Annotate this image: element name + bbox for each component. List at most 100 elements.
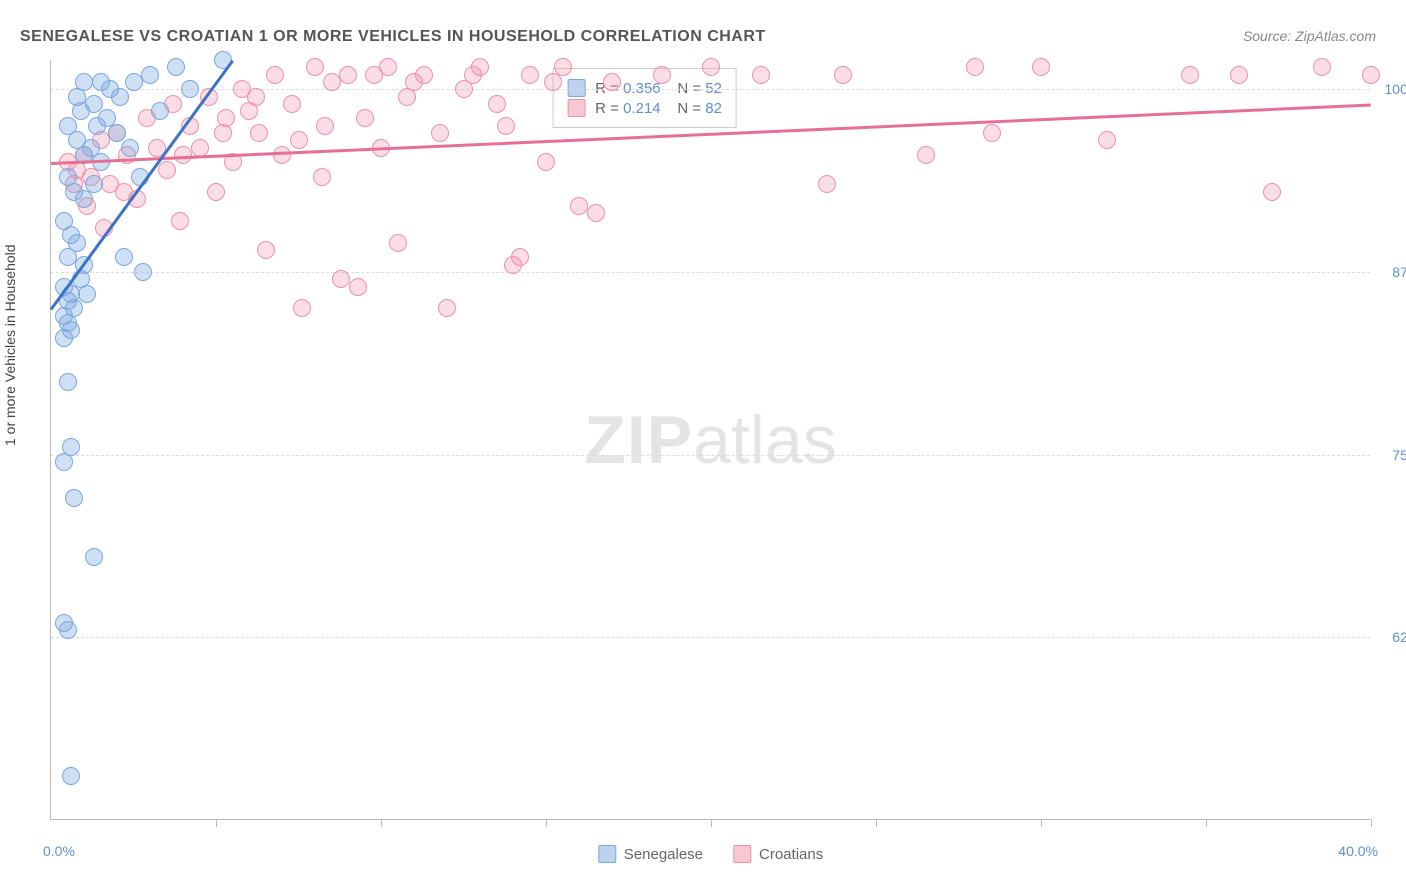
swatch-blue-icon — [567, 79, 585, 97]
data-point-croatians — [293, 299, 311, 317]
data-point-senegalese — [125, 73, 143, 91]
data-point-senegalese — [85, 548, 103, 566]
x-axis-max-label: 40.0% — [1338, 843, 1378, 859]
data-point-croatians — [389, 234, 407, 252]
data-point-croatians — [349, 278, 367, 296]
legend-item-croatians: Croatians — [733, 845, 823, 863]
data-point-croatians — [521, 66, 539, 84]
series-legend: Senegalese Croatians — [598, 845, 823, 863]
data-point-croatians — [431, 124, 449, 142]
n-value: 52 — [705, 80, 722, 97]
data-point-croatians — [356, 109, 374, 127]
data-point-croatians — [306, 58, 324, 76]
swatch-pink-icon — [567, 99, 585, 117]
data-point-croatians — [653, 66, 671, 84]
data-point-croatians — [818, 175, 836, 193]
y-tick-label: 62.5% — [1392, 629, 1406, 645]
correlation-legend: R = 0.356 N = 52 R = 0.214 N = 82 — [552, 68, 737, 128]
y-tick-label: 100.0% — [1385, 81, 1406, 97]
n-label: N = — [677, 100, 701, 117]
data-point-croatians — [537, 153, 555, 171]
data-point-senegalese — [59, 621, 77, 639]
source-label: Source: ZipAtlas.com — [1243, 28, 1376, 44]
data-point-croatians — [313, 168, 331, 186]
n-value: 82 — [705, 100, 722, 117]
legend-label: Senegalese — [624, 846, 703, 863]
y-axis-title: 1 or more Vehicles in Household — [2, 244, 18, 446]
data-point-croatians — [257, 241, 275, 259]
data-point-croatians — [511, 248, 529, 266]
data-point-croatians — [191, 139, 209, 157]
data-point-croatians — [1032, 58, 1050, 76]
gridline — [51, 272, 1370, 273]
data-point-croatians — [171, 212, 189, 230]
swatch-pink-icon — [733, 845, 751, 863]
x-tick — [1206, 819, 1207, 827]
data-point-croatians — [283, 95, 301, 113]
data-point-senegalese — [55, 329, 73, 347]
x-tick — [1371, 819, 1372, 827]
data-point-senegalese — [111, 88, 129, 106]
data-point-senegalese — [167, 58, 185, 76]
data-point-senegalese — [55, 453, 73, 471]
data-point-croatians — [323, 73, 341, 91]
data-point-croatians — [1098, 131, 1116, 149]
gridline — [51, 637, 1370, 638]
x-tick — [1041, 819, 1042, 827]
data-point-croatians — [1263, 183, 1281, 201]
data-point-croatians — [497, 117, 515, 135]
data-point-croatians — [464, 66, 482, 84]
r-value: 0.356 — [623, 80, 661, 97]
data-point-croatians — [1313, 58, 1331, 76]
legend-row-croatians: R = 0.214 N = 82 — [567, 99, 722, 117]
swatch-blue-icon — [598, 845, 616, 863]
data-point-croatians — [603, 73, 621, 91]
data-point-croatians — [158, 161, 176, 179]
x-axis-min-label: 0.0% — [43, 843, 75, 859]
data-point-croatians — [570, 197, 588, 215]
data-point-croatians — [587, 204, 605, 222]
data-point-croatians — [917, 146, 935, 164]
data-point-croatians — [250, 124, 268, 142]
data-point-croatians — [1181, 66, 1199, 84]
data-point-senegalese — [78, 285, 96, 303]
data-point-croatians — [266, 66, 284, 84]
data-point-senegalese — [108, 124, 126, 142]
data-point-senegalese — [88, 117, 106, 135]
data-point-croatians — [339, 66, 357, 84]
data-point-senegalese — [72, 102, 90, 120]
plot-area: ZIPatlas R = 0.356 N = 52 R = 0.214 — [50, 60, 1370, 820]
y-tick-label: 75.0% — [1392, 447, 1406, 463]
data-point-croatians — [1230, 66, 1248, 84]
x-tick — [381, 819, 382, 827]
watermark: ZIPatlas — [584, 401, 836, 479]
data-point-croatians — [544, 73, 562, 91]
x-tick — [711, 819, 712, 827]
x-tick — [546, 819, 547, 827]
data-point-senegalese — [65, 489, 83, 507]
legend-label: Croatians — [759, 846, 823, 863]
n-label: N = — [677, 80, 701, 97]
r-label: R = — [595, 100, 619, 117]
data-point-croatians — [316, 117, 334, 135]
gridline — [51, 455, 1370, 456]
data-point-senegalese — [62, 767, 80, 785]
data-point-senegalese — [59, 373, 77, 391]
data-point-croatians — [290, 131, 308, 149]
data-point-croatians — [332, 270, 350, 288]
legend-row-senegalese: R = 0.356 N = 52 — [567, 79, 722, 97]
r-value: 0.214 — [623, 100, 661, 117]
x-tick — [216, 819, 217, 827]
data-point-senegalese — [181, 80, 199, 98]
data-point-croatians — [488, 95, 506, 113]
data-point-croatians — [438, 299, 456, 317]
data-point-senegalese — [134, 263, 152, 281]
data-point-croatians — [834, 66, 852, 84]
data-point-senegalese — [151, 102, 169, 120]
data-point-croatians — [1362, 66, 1380, 84]
data-point-senegalese — [115, 248, 133, 266]
data-point-croatians — [398, 88, 416, 106]
data-point-senegalese — [141, 66, 159, 84]
x-tick — [876, 819, 877, 827]
data-point-croatians — [207, 183, 225, 201]
